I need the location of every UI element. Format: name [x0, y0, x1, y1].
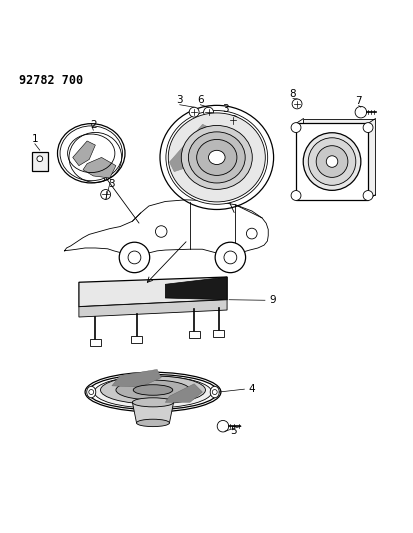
Circle shape: [326, 156, 338, 167]
Circle shape: [363, 123, 373, 133]
Text: 3: 3: [222, 104, 228, 114]
Text: 4: 4: [249, 384, 255, 394]
Circle shape: [128, 251, 141, 264]
Ellipse shape: [133, 398, 173, 407]
Polygon shape: [79, 277, 227, 306]
Circle shape: [37, 156, 43, 161]
Circle shape: [228, 116, 238, 125]
Ellipse shape: [133, 385, 173, 395]
Polygon shape: [165, 277, 227, 300]
Ellipse shape: [210, 386, 219, 398]
Polygon shape: [112, 369, 161, 387]
Ellipse shape: [166, 110, 268, 204]
Text: 92782 700: 92782 700: [19, 74, 83, 87]
Bar: [32, 152, 47, 171]
Text: 3: 3: [108, 179, 114, 189]
Circle shape: [291, 191, 301, 200]
Ellipse shape: [168, 113, 265, 202]
Polygon shape: [169, 124, 212, 172]
Polygon shape: [165, 384, 202, 402]
Circle shape: [303, 133, 361, 190]
Text: 2: 2: [90, 120, 97, 130]
Circle shape: [155, 226, 167, 237]
Polygon shape: [304, 118, 375, 195]
Circle shape: [363, 191, 373, 200]
Polygon shape: [79, 300, 227, 317]
Text: 1: 1: [31, 134, 38, 144]
Polygon shape: [83, 157, 116, 178]
Circle shape: [89, 390, 94, 394]
Circle shape: [308, 138, 356, 185]
Polygon shape: [133, 402, 173, 423]
Polygon shape: [73, 141, 95, 166]
Circle shape: [316, 146, 348, 177]
Text: 7: 7: [356, 95, 362, 106]
Text: 5: 5: [230, 426, 237, 436]
Circle shape: [217, 421, 229, 432]
Ellipse shape: [181, 125, 252, 189]
FancyBboxPatch shape: [90, 339, 101, 346]
Ellipse shape: [209, 150, 225, 165]
Circle shape: [189, 107, 199, 117]
Circle shape: [212, 390, 217, 394]
Circle shape: [224, 251, 237, 264]
Ellipse shape: [100, 376, 206, 404]
FancyBboxPatch shape: [214, 330, 224, 337]
Ellipse shape: [88, 375, 218, 409]
Ellipse shape: [94, 376, 211, 408]
Circle shape: [247, 228, 257, 239]
Circle shape: [215, 242, 246, 273]
Ellipse shape: [116, 380, 190, 400]
Circle shape: [101, 190, 111, 199]
Ellipse shape: [160, 106, 273, 209]
FancyBboxPatch shape: [131, 336, 142, 343]
Ellipse shape: [188, 132, 245, 183]
Ellipse shape: [137, 419, 169, 426]
Circle shape: [292, 99, 302, 109]
Ellipse shape: [87, 386, 96, 398]
Text: 3: 3: [176, 95, 183, 105]
Polygon shape: [296, 124, 368, 200]
Text: 9: 9: [269, 295, 275, 305]
FancyBboxPatch shape: [189, 330, 199, 338]
Circle shape: [291, 123, 301, 133]
Text: 6: 6: [197, 95, 204, 105]
Ellipse shape: [57, 124, 125, 183]
Circle shape: [119, 242, 150, 273]
Text: 8: 8: [290, 88, 296, 99]
Circle shape: [204, 107, 214, 117]
Ellipse shape: [197, 140, 237, 175]
Ellipse shape: [60, 126, 123, 181]
Circle shape: [355, 107, 367, 118]
